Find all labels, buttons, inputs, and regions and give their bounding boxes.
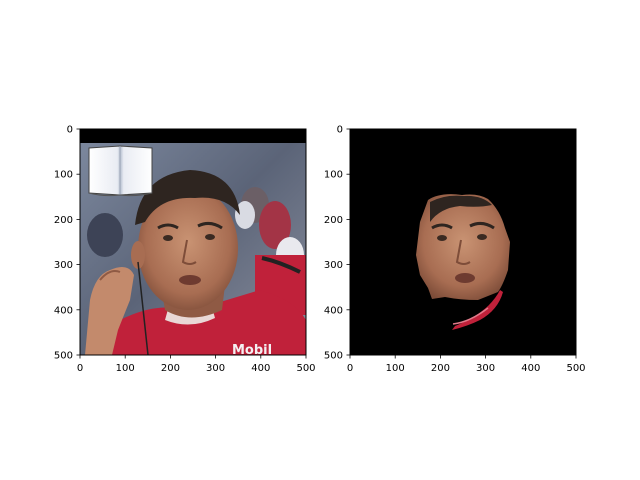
x-tick-label: 300 — [206, 363, 225, 374]
y-tick-label: 500 — [324, 351, 343, 362]
x-tick-label: 0 — [347, 363, 353, 374]
sponsor-text: Mobil — [232, 343, 272, 358]
y-tick-label: 500 — [54, 351, 73, 362]
x-tick-label: 400 — [521, 363, 540, 374]
x-tick-label: 500 — [296, 363, 315, 374]
y-tick-label: 0 — [67, 125, 73, 136]
axes-original: 0 100 200 300 400 500 0 100 200 300 400 500 — [54, 125, 316, 375]
y-tick-label: 100 — [54, 170, 73, 181]
y-tick-label: 400 — [54, 305, 73, 316]
y-tick-label: 100 — [324, 170, 343, 181]
x-tick-label: 200 — [431, 363, 450, 374]
y-tick-label: 200 — [324, 215, 343, 226]
panel-masked-face — [349, 128, 577, 356]
panel-original: Mobil — [79, 128, 307, 358]
x-tick-label: 400 — [251, 363, 270, 374]
x-tick-label: 100 — [116, 363, 135, 374]
book-icon — [88, 145, 153, 197]
photo-image: Mobil — [80, 129, 306, 358]
x-tick-label: 0 — [77, 363, 83, 374]
x-tick-label: 500 — [566, 363, 585, 374]
masked-image — [350, 129, 576, 355]
x-tick-label: 100 — [386, 363, 405, 374]
y-tick-label: 200 — [54, 215, 73, 226]
axes-masked-face: 0 100 200 300 400 500 0 100 200 300 400 500 — [324, 125, 586, 375]
y-tick-label: 300 — [324, 260, 343, 271]
x-tick-label: 200 — [161, 363, 180, 374]
y-tick-label: 400 — [324, 305, 343, 316]
x-tick-label: 300 — [476, 363, 495, 374]
y-tick-label: 0 — [337, 125, 343, 136]
y-tick-label: 300 — [54, 260, 73, 271]
